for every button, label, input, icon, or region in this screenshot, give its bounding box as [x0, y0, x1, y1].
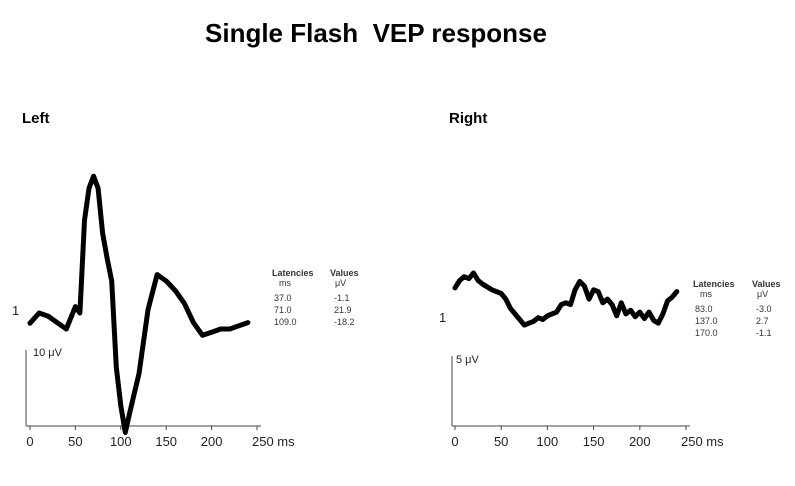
right-table-value: 2.7: [756, 316, 769, 326]
right-table-col2-unit: μV: [757, 289, 768, 299]
right-x-tick-label: 100: [537, 434, 559, 449]
right-table-latency: 137.0: [695, 316, 718, 326]
chart-title: Single Flash VEP response: [205, 18, 547, 48]
left-x-tick-label: 200: [201, 434, 223, 449]
left-panel: Left 1 10 μV 0 50 100 150 200 250 ms Latencie…: [12, 110, 359, 449]
right-table-col1-unit: ms: [700, 289, 712, 299]
left-table-latency: 109.0: [274, 317, 297, 327]
left-x-tick-label: 0: [26, 434, 33, 449]
left-x-tick-label: 150: [155, 434, 177, 449]
left-table-col2-unit: μV: [335, 278, 346, 288]
right-panel-label: Right: [449, 110, 487, 127]
left-channel-label: 1: [12, 303, 19, 318]
left-table-value: -18.2: [334, 317, 355, 327]
right-table-latency: 83.0: [695, 304, 713, 314]
right-panel: Right 1 5 μV 0 50 100 150 200 250 ms Latencie…: [439, 110, 781, 449]
left-vep-trace: [27, 173, 251, 435]
left-table-value: 21.9: [334, 305, 352, 315]
right-trace-group: [452, 270, 680, 328]
left-panel-label: Left: [22, 110, 50, 127]
right-vep-trace: [452, 270, 680, 328]
right-x-ticks: 0 50 100 150 200 250 ms: [451, 426, 724, 449]
left-table-latency: 37.0: [274, 293, 292, 303]
left-table-col1-header: Latencies: [272, 268, 314, 278]
right-scale-label: 5 μV: [456, 354, 480, 366]
left-x-ticks: 0 50 100 150 200 250 ms: [26, 426, 295, 449]
right-table-col2-header: Values: [752, 279, 781, 289]
left-table-latency: 71.0: [274, 305, 292, 315]
right-table-col1-header: Latencies: [693, 279, 735, 289]
right-table-value: -3.0: [756, 304, 772, 314]
left-x-tick-label: 50: [68, 434, 82, 449]
left-trace-group: [27, 173, 251, 435]
left-table-col1-unit: ms: [279, 278, 291, 288]
right-channel-label: 1: [439, 310, 446, 325]
left-scale-label: 10 μV: [33, 347, 63, 359]
right-x-tick-label: 50: [494, 434, 508, 449]
right-table-value: -1.1: [756, 328, 772, 338]
left-table-col2-header: Values: [330, 268, 359, 278]
left-x-tick-label: 100: [110, 434, 132, 449]
right-x-tick-label: 0: [451, 434, 458, 449]
right-x-tick-label: 250 ms: [681, 434, 724, 449]
right-x-tick-label: 200: [629, 434, 651, 449]
right-x-tick-label: 150: [583, 434, 605, 449]
left-x-tick-label: 250 ms: [252, 434, 295, 449]
left-table-value: -1.1: [334, 293, 350, 303]
right-table-latency: 170.0: [695, 328, 718, 338]
